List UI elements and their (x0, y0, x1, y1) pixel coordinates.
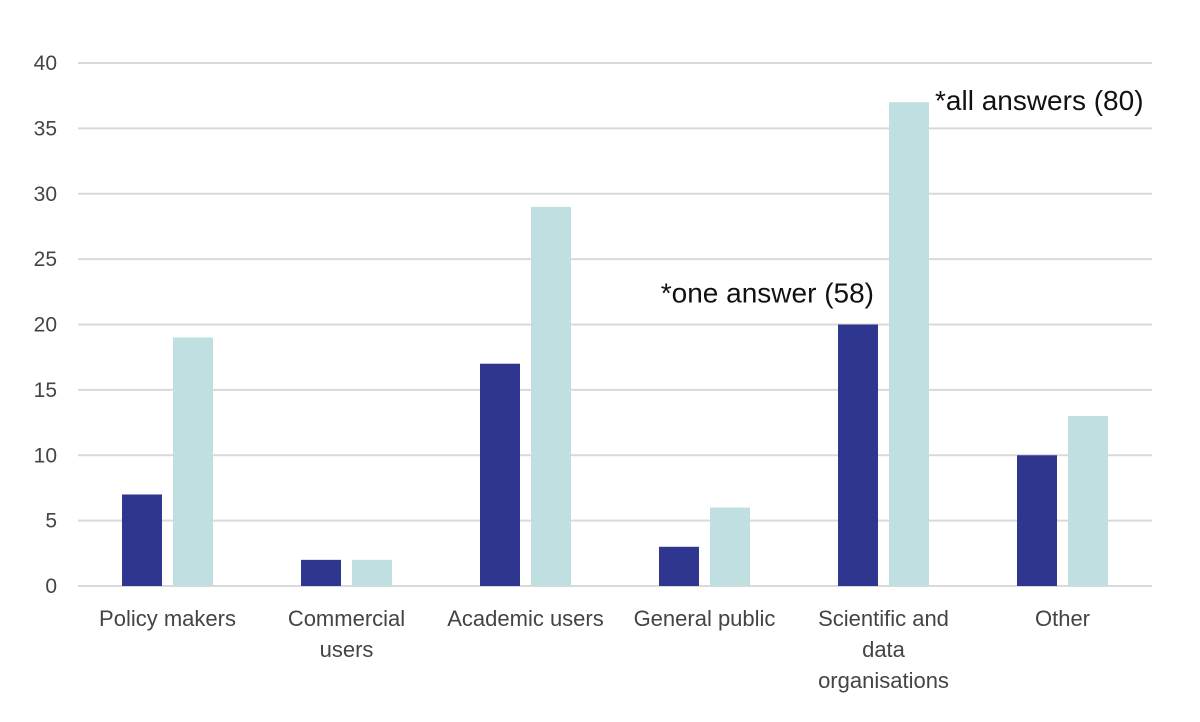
bars (122, 102, 1108, 586)
bar-series-1-cat-2 (531, 206, 571, 586)
y-tick-label: 20 (34, 314, 57, 337)
annotation-all-answers: *all answers (80) (935, 85, 1144, 116)
y-tick-label: 25 (34, 248, 57, 271)
y-tick-label: 40 (34, 52, 57, 75)
x-category-label: Policy makers (99, 606, 236, 631)
x-category-label: Other (1035, 606, 1090, 631)
bar-series-1-cat-3 (710, 507, 750, 586)
bar-series-0-cat-5 (1017, 455, 1057, 586)
y-tick-label: 30 (34, 183, 57, 206)
y-tick-label: 5 (45, 510, 57, 533)
bar-series-0-cat-3 (659, 546, 699, 586)
x-category-label: Commercial users (288, 606, 405, 662)
bar-series-1-cat-4 (889, 102, 929, 586)
x-category-label: General public (634, 606, 776, 631)
annotations: *one answer (58) *all answers (80) (661, 85, 1144, 308)
bar-series-1-cat-0 (173, 337, 213, 586)
y-tick-label: 35 (34, 117, 57, 140)
bar-series-0-cat-1 (301, 559, 341, 586)
y-tick-label: 0 (45, 575, 57, 598)
gridlines (78, 62, 1152, 587)
x-axis-category-labels: Policy makers Commercial users Academic use… (99, 606, 1090, 693)
annotation-one-answer: *one answer (58) (661, 278, 874, 309)
x-category-label: Academic users (447, 606, 604, 631)
y-tick-label: 15 (34, 379, 57, 402)
y-axis-tick-labels: 0 5 10 15 20 25 30 35 40 (34, 52, 57, 598)
bar-series-1-cat-5 (1068, 416, 1108, 586)
bar-series-0-cat-2 (480, 363, 520, 586)
bar-series-1-cat-1 (352, 559, 392, 586)
bar-series-0-cat-0 (122, 494, 162, 586)
x-category-label: Scientific and data organisations (818, 606, 949, 693)
y-tick-label: 10 (34, 444, 57, 467)
bar-series-0-cat-4 (838, 324, 878, 586)
